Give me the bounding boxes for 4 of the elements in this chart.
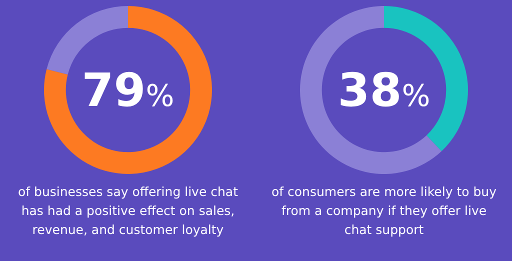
text: of businesses say offering live chat has had a positive effect on sales, revenue, and customer loyalty [17,183,239,239]
data-label: 79% [82,63,174,117]
data-label: 38% [338,63,430,117]
text: of consumers are more likely to buy from a company if they offer live chat support [270,183,498,239]
